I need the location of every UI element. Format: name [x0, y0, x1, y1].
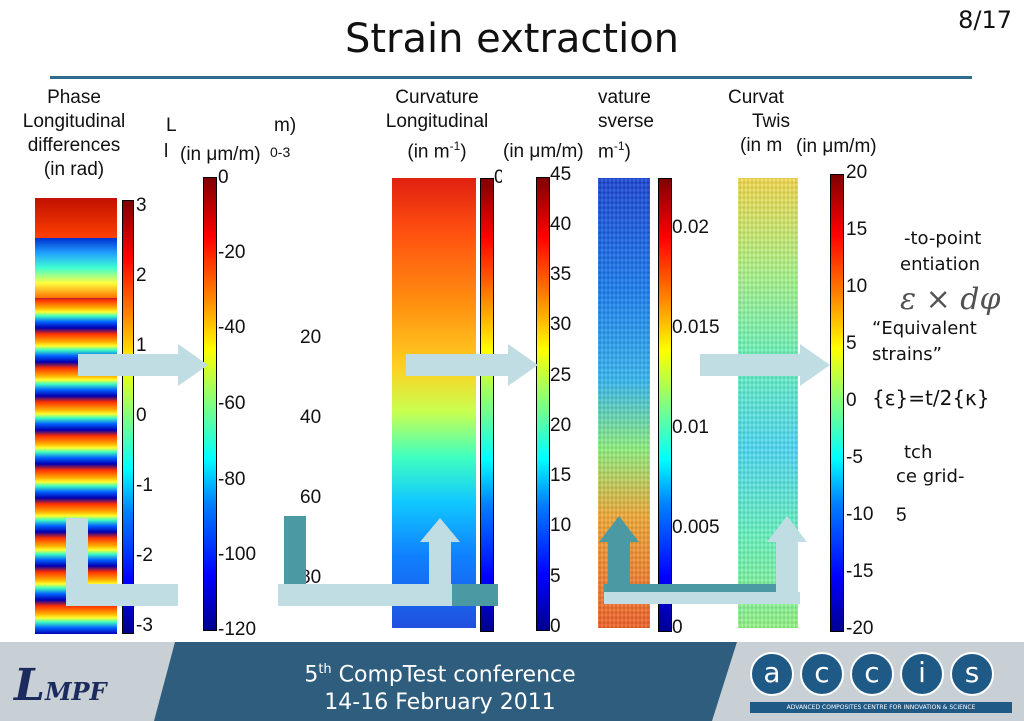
phase-colorbar: [122, 200, 134, 634]
note-strains: strains”: [872, 344, 942, 365]
bracket-mid-vertical: [284, 516, 306, 606]
strain2-colorbar: [830, 174, 844, 632]
arrow-up-mid-head: [420, 518, 460, 542]
lmpf-logo: LMPF: [14, 660, 107, 711]
note-equivalent: “Equivalent: [872, 318, 977, 339]
arrow-up-right-left-head: [599, 516, 639, 542]
disp-label-l: L: [166, 115, 177, 136]
bracket-mid-horizontal: [278, 584, 454, 606]
curv-trans-colorbar: [658, 178, 672, 632]
curv-trans-label: vature sverse m-1): [598, 87, 654, 163]
bracket-right-horizontal-light: [604, 592, 800, 604]
accis-letter-a: a: [750, 652, 794, 696]
formula-ghost: ε × dφ: [900, 282, 1001, 317]
strain2-tick-partial: 5: [896, 505, 907, 526]
footer-left-panel: [0, 642, 175, 721]
disp-label-l2: l: [164, 141, 169, 162]
accis-letter-i: i: [900, 652, 944, 696]
accis-caption: ADVANCED COMPOSITES CENTRE FOR INNOVATIO…: [750, 702, 1012, 713]
disp-ticks-partial: 20 40 60 80: [300, 327, 322, 588]
accis-letter-s: s: [950, 652, 994, 696]
disp-exp: 0-3: [270, 144, 291, 160]
arrow-up-right-shaft: [776, 540, 798, 600]
page-number: 8/17: [958, 6, 1012, 34]
title-rule: [50, 76, 972, 79]
note-patch: tch: [904, 442, 933, 463]
note-formula: {ε}=t/2{κ}: [872, 386, 990, 410]
bracket-left-horizontal: [66, 584, 178, 606]
phase-ticks: 3 2 1 0 -1 -2 -3: [136, 195, 153, 636]
note-grid: ce grid-: [896, 466, 965, 487]
strain1-colorbar: [536, 177, 550, 631]
disp-label-m: m): [274, 115, 297, 136]
slide-title: Strain extraction: [344, 16, 680, 62]
arrow-up-mid-shaft: [429, 540, 451, 590]
disp-unit: (in μm/m): [180, 144, 261, 165]
disp-colorbar: [203, 177, 217, 631]
strain2-ticks: 20 15 10 5 0 -5 -10 -15 -20: [846, 162, 874, 639]
curv-long-colorbar: [480, 178, 494, 632]
note-diff: entiation: [900, 254, 981, 275]
strain1-ticks: 45 40 35 30 25 20 15 10 5 0: [550, 164, 572, 637]
curv-long-label: Curvature Longitudinal (in m-1): [385, 87, 489, 163]
bracket-mid-teal-end: [452, 584, 498, 606]
arrow-up-right-head: [767, 516, 807, 542]
curv-trans-ticks: 0.02 0.015 0.01 0.005 0: [672, 217, 720, 638]
phase-label: Phase Longitudinal differences (in rad): [22, 87, 126, 180]
strain2-unit: (in μm/m): [796, 136, 877, 157]
curv-long-tick-partial: 0: [494, 168, 502, 188]
accis-letter-c2: c: [850, 652, 894, 696]
note-point: -to-point: [904, 228, 982, 249]
strain1-unit: (in μm/m): [503, 141, 584, 162]
accis-logo: a c c i s ADVANCED COMPOSITES CENTRE FOR…: [750, 652, 1012, 716]
curv-twist-label: Curvat Twis (in m: [728, 87, 790, 156]
conference-info: 5th CompTest conference 14-16 February 2…: [304, 662, 576, 716]
accis-letter-c1: c: [800, 652, 844, 696]
disp-ticks: 0 -20 -40 -60 -80 -100 -120: [218, 167, 257, 640]
